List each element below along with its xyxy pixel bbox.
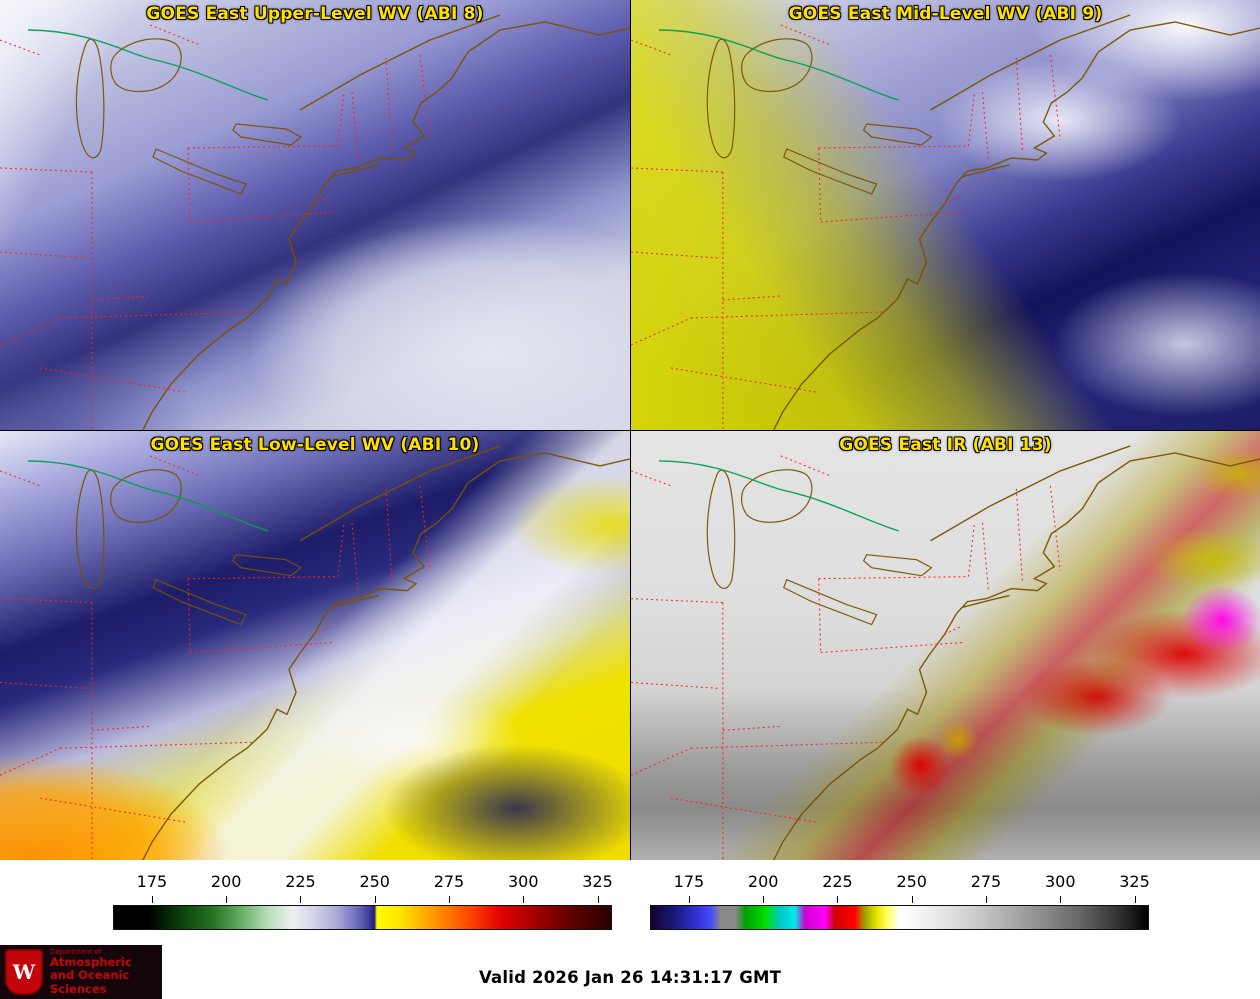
map-overlay bbox=[631, 445, 1260, 860]
mid-level-wv-imagery bbox=[631, 0, 1260, 430]
colorbar-tick-label: 225 bbox=[285, 872, 316, 891]
map-overlay bbox=[0, 445, 630, 860]
colorbar-tick bbox=[448, 896, 450, 903]
colorbar-tick bbox=[523, 896, 525, 903]
colorbar-tick bbox=[597, 896, 599, 903]
colorbar-tick-label: 250 bbox=[359, 872, 390, 891]
colorbar-tick-label: 300 bbox=[507, 872, 539, 891]
crest-letter: W bbox=[12, 960, 36, 984]
map-overlay bbox=[0, 14, 630, 430]
valid-time: Valid 2026 Jan 26 14:31:17 GMT bbox=[478, 968, 782, 987]
panel-title: GOES East Low-Level WV (ABI 10) bbox=[150, 435, 480, 455]
colorbar-tick-label: 325 bbox=[1119, 872, 1150, 891]
colorbar-tick bbox=[911, 896, 913, 903]
panel-ir: GOES East IR (ABI 13) bbox=[630, 430, 1260, 860]
colorbar-tick-label: 300 bbox=[1044, 872, 1076, 891]
colorbar-tick bbox=[226, 896, 228, 903]
colorbar-tick bbox=[300, 896, 302, 903]
logo-name-line2: and Oceanic Sciences bbox=[50, 968, 130, 996]
logo-name-line1: Atmospheric bbox=[50, 955, 132, 970]
logo-text: Department of Atmospheric and Oceanic Sc… bbox=[50, 948, 162, 996]
colorbar-tick bbox=[151, 896, 153, 903]
colorbar-tick-label: 275 bbox=[433, 872, 465, 891]
colorbar-tick bbox=[688, 896, 690, 903]
colorbar-tick-label: 175 bbox=[136, 872, 168, 891]
colorbar-tick bbox=[763, 896, 765, 903]
panel-low-level-wv: GOES East Low-Level WV (ABI 10) bbox=[0, 430, 630, 860]
colorbar-tick bbox=[837, 896, 839, 903]
footer: 175 200 225 250 275 300 325 175 200 225 … bbox=[0, 860, 1260, 999]
aos-department-logo: W Department of Atmospheric and Oceanic … bbox=[0, 945, 162, 999]
colorbar-tick-label: 200 bbox=[747, 872, 779, 891]
colorbar-tick-label: 225 bbox=[822, 872, 853, 891]
panel-mid-level-wv: GOES East Mid-Level WV (ABI 9) bbox=[630, 0, 1260, 430]
ir-imagery bbox=[631, 431, 1260, 860]
panel-title: GOES East Upper-Level WV (ABI 8) bbox=[146, 4, 484, 24]
colorbar-tick-label: 325 bbox=[582, 872, 613, 891]
colorbar-tick-label: 200 bbox=[210, 872, 242, 891]
wv-colorbar: 175 200 225 250 275 300 325 bbox=[113, 872, 613, 938]
map-overlay bbox=[631, 14, 1260, 430]
panel-title: GOES East IR (ABI 13) bbox=[839, 435, 1052, 455]
wv-colorbar-gradient bbox=[113, 905, 612, 930]
ir-colorbar-gradient bbox=[650, 905, 1149, 930]
colorbar-tick bbox=[1134, 896, 1136, 903]
upper-level-wv-imagery bbox=[0, 0, 630, 430]
ir-colorbar: 175 200 225 250 275 300 325 bbox=[650, 872, 1150, 938]
colorbar-tick bbox=[985, 896, 987, 903]
colorbar-tick-label: 275 bbox=[970, 872, 1002, 891]
colorbar-tick-label: 250 bbox=[896, 872, 927, 891]
panel-title: GOES East Mid-Level WV (ABI 9) bbox=[788, 4, 1103, 24]
colorbar-tick bbox=[374, 896, 376, 903]
colorbar-tick bbox=[1060, 896, 1062, 903]
uw-crest-icon: W bbox=[5, 949, 43, 995]
panel-grid: GOES East Upper-Level WV (ABI 8) GOES Ea… bbox=[0, 0, 1260, 860]
panel-upper-level-wv: GOES East Upper-Level WV (ABI 8) bbox=[0, 0, 630, 430]
low-level-wv-imagery bbox=[0, 431, 630, 860]
colorbar-tick-label: 175 bbox=[673, 872, 705, 891]
logo-department-label: Department of bbox=[50, 948, 102, 957]
